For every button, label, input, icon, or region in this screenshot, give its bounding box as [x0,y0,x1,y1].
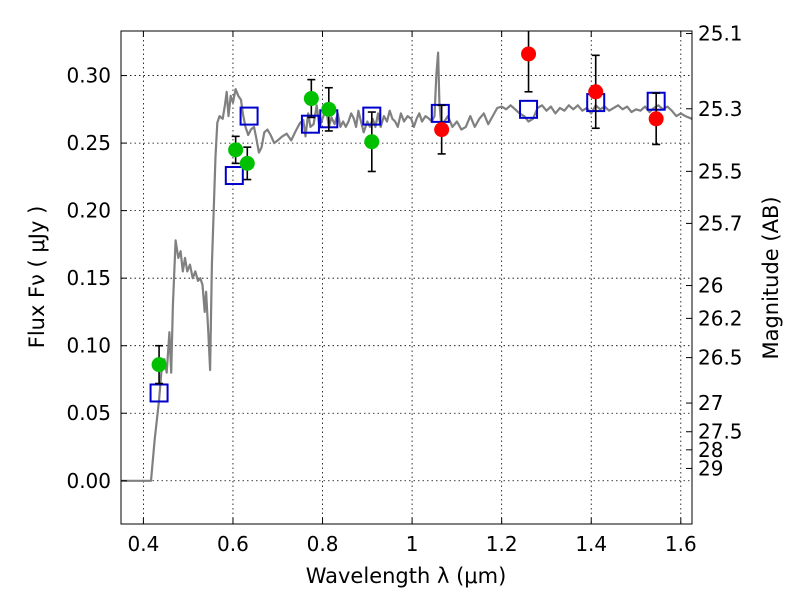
y-tick-label: 0.15 [66,266,111,290]
observed-infrared-point [588,84,604,100]
y-tick-label: 0.00 [66,469,111,493]
x-tick-label: 1.4 [575,532,607,556]
observed-optical-point [303,91,319,107]
observed-optical-point [151,357,167,373]
model-photometry-square [239,106,259,126]
y-tick-label: 0.30 [66,64,111,88]
y-tick-label: 0.05 [66,401,111,425]
observed-infrared-point [434,122,450,138]
model-photometry-square [149,383,169,403]
y2-tick-label: 25.3 [698,97,743,121]
y2-axis-label: Magnitude (AB) [759,196,783,359]
x-tick-label: 1.6 [665,532,697,556]
x-tick-label: 1.2 [486,532,518,556]
y2-tick-label: 26.5 [698,346,743,370]
x-tick-label: 0.6 [217,532,249,556]
x-tick-label: 1 [406,532,419,556]
y-tick-label: 0.25 [66,131,111,155]
x-tick-label: 0.4 [127,532,159,556]
model-spectrum-line [121,51,692,482]
observed-infrared-point [521,46,537,62]
plot-frame [120,30,693,525]
y2-tick-label: 26.2 [698,306,743,330]
y2-tick-label: 26 [698,274,723,298]
observed-optical-point [364,134,380,150]
x-tick-label: 0.8 [307,532,339,556]
y2-tick-label: 25.7 [698,211,743,235]
y2-tick-label: 27.5 [698,420,743,444]
grid-layer [121,31,692,524]
observed-optical-point [239,155,255,171]
model-photometry-square [519,99,539,119]
plot-area [121,31,692,482]
x-axis-label: Wavelength λ (μm) [306,564,507,588]
model-photometry-square [224,166,244,186]
model-photometry-square [300,114,320,134]
y2-tick-label: 27 [698,391,723,415]
y-axis-label: Flux Fν ( μJy ) [25,206,49,349]
y2-tick-label: 25.5 [698,159,743,183]
y2-tick-label: 25.1 [698,22,743,46]
y2-tick-label: 28 [698,438,723,462]
y-tick-label: 0.10 [66,334,111,358]
tick-layer: 0.4 0.6 0.8 1 1.2 1.4 1.6 0.00 0.05 0.10 0.15 0.20 0… [66,22,742,556]
observed-infrared-point [648,111,664,127]
observed-optical-point [321,101,337,117]
y2-tick-label: 29 [698,456,723,480]
observed-optical-point [228,142,244,158]
y-tick-label: 0.20 [66,199,111,223]
